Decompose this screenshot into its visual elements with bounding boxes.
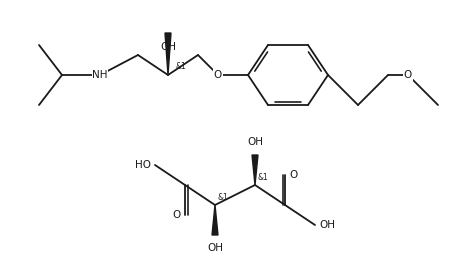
Text: OH: OH [247,137,263,147]
Text: OH: OH [207,243,223,253]
Polygon shape [212,205,218,235]
Text: OH: OH [319,220,335,230]
Text: O: O [214,70,222,80]
Text: &1: &1 [175,62,186,71]
Text: &1: &1 [258,173,269,182]
Polygon shape [165,33,171,75]
Text: O: O [289,170,297,180]
Text: NH: NH [92,70,108,80]
Text: O: O [173,210,181,220]
Text: OH: OH [160,42,176,52]
Text: HO: HO [135,160,151,170]
Polygon shape [252,155,258,185]
Text: O: O [404,70,412,80]
Text: &1: &1 [218,193,229,202]
